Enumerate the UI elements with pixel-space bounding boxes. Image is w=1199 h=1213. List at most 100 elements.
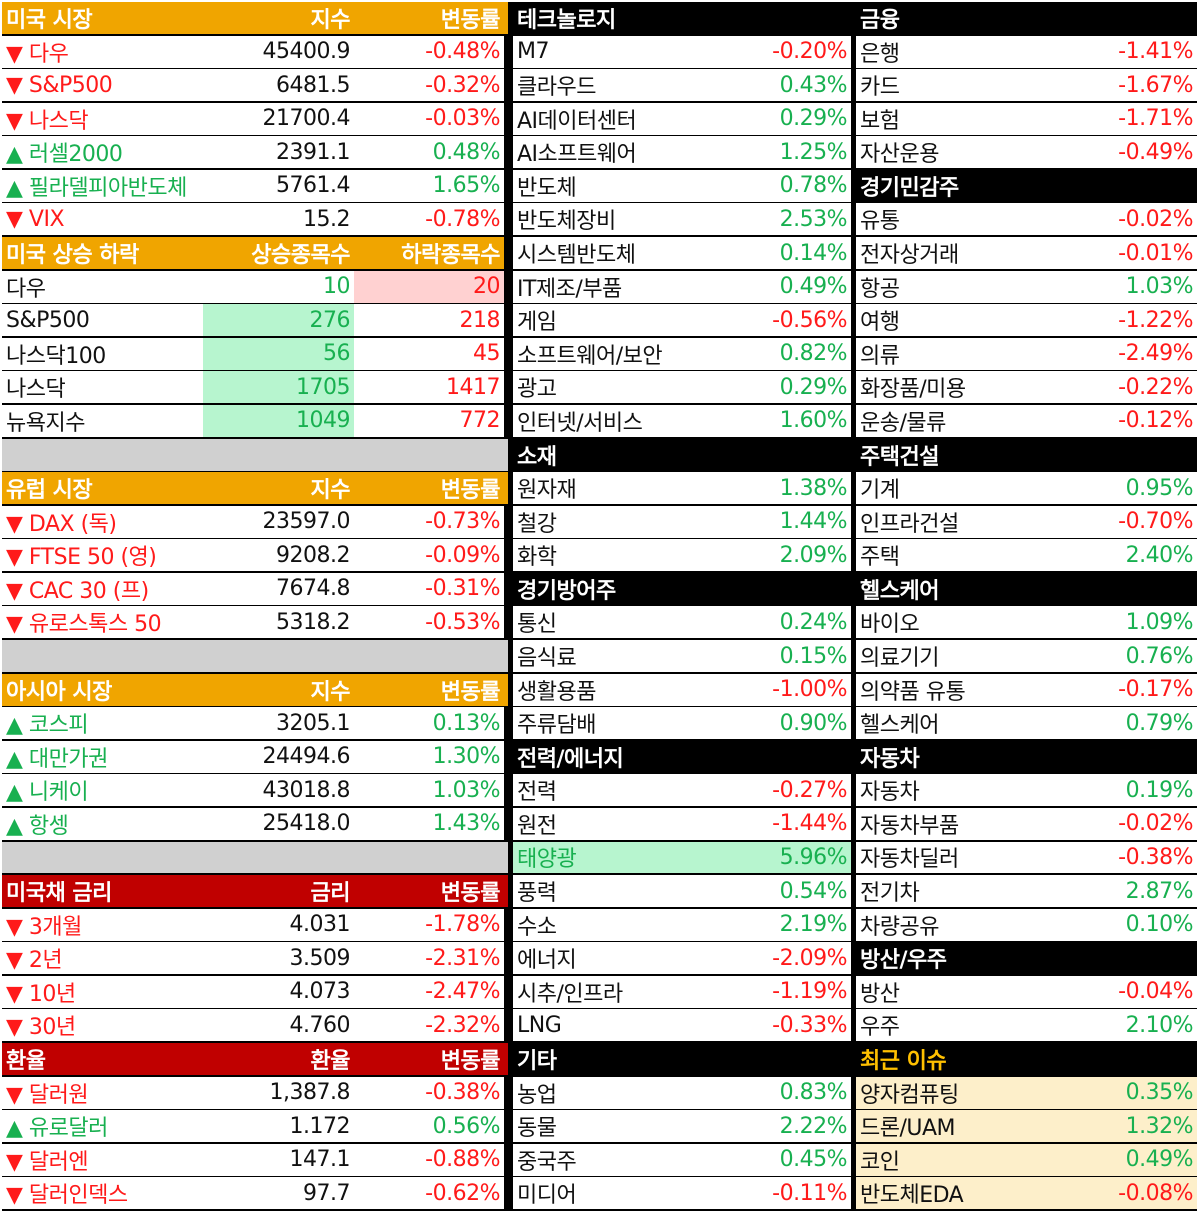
advancers: 56 xyxy=(203,337,354,370)
index-row: ▼ DAX (독) 23597.0 -0.73% xyxy=(2,505,508,538)
row-value: 5318.2 xyxy=(203,606,354,639)
row-label: ▲ 러셀2000 xyxy=(2,136,203,169)
row-value: 9208.2 xyxy=(203,539,354,572)
sector-title: 기타 xyxy=(513,1042,851,1075)
sector-name: 통신 xyxy=(513,606,713,639)
sector-name: 운송/물류 xyxy=(856,404,1056,437)
row-label: ▼ 달러엔 xyxy=(2,1143,203,1176)
sector-change: -0.22% xyxy=(1056,371,1197,404)
fx-row: ▼ 달러원 1,387.8 -0.38% xyxy=(2,1076,508,1109)
sector-name: 동물 xyxy=(513,1110,713,1143)
sector-change: 0.19% xyxy=(1056,774,1197,807)
sector-change: 0.35% xyxy=(1056,1076,1197,1109)
sector-row: 헬스케어 0.79% xyxy=(856,707,1197,740)
sector-name: 수소 xyxy=(513,908,713,941)
sector-row: 자동차딜러 -0.38% xyxy=(856,841,1197,874)
sector-name: 시스템반도체 xyxy=(513,237,713,270)
sector-name: IT제조/부품 xyxy=(513,270,713,303)
sector-row: 동물 2.22% xyxy=(513,1110,851,1143)
row-change: -0.53% xyxy=(354,606,504,639)
sector-name: 방산 xyxy=(856,975,1056,1008)
sector-name: 반도체장비 xyxy=(513,203,713,236)
sector-row: 바이오 1.09% xyxy=(856,606,1197,639)
sector-row: 시추/인프라 -1.19% xyxy=(513,975,851,1008)
sector-change: 0.24% xyxy=(713,606,851,639)
sector-row: 게임 -0.56% xyxy=(513,304,851,337)
sector-row: 반도체장비 2.53% xyxy=(513,203,851,236)
sector-row: 기계 0.95% xyxy=(856,472,1197,505)
sector-name: 양자컴퓨팅 xyxy=(856,1076,1056,1109)
sector-row: 반도체 0.78% xyxy=(513,169,851,202)
breadth-row: 나스닥100 56 45 xyxy=(2,337,508,370)
sector-change: -0.01% xyxy=(1056,237,1197,270)
sector-name: 음식료 xyxy=(513,640,713,672)
sector-change: 0.14% xyxy=(713,237,851,270)
decliners: 772 xyxy=(354,404,504,437)
sector-change: 1.09% xyxy=(1056,606,1197,639)
asia_market-header-cell: 아시아 시장 xyxy=(2,673,203,706)
sector-row: 화장품/미용 -0.22% xyxy=(856,371,1197,404)
sector-change: 0.54% xyxy=(713,875,851,908)
row-label: ▼ 2년 xyxy=(2,942,203,975)
row-label: ▼ FTSE 50 (영) xyxy=(2,539,203,572)
sector-change: 1.25% xyxy=(713,136,851,169)
sector-row: 주류담배 0.90% xyxy=(513,707,851,740)
row-change: -0.31% xyxy=(354,572,504,605)
row-label: 나스닥 xyxy=(2,371,203,404)
sector-row: M7 -0.20% xyxy=(513,35,851,68)
sector-change: -1.67% xyxy=(1056,69,1197,102)
sector-name: 은행 xyxy=(856,35,1056,68)
sector-name: 의약품 유통 xyxy=(856,673,1056,706)
decliners: 45 xyxy=(354,337,504,370)
sector-header: 경기방어주 xyxy=(513,572,851,605)
row-value: 4.073 xyxy=(203,975,354,1008)
sector-row: 태양광 5.96% xyxy=(513,841,851,874)
sector-change: 0.76% xyxy=(1056,640,1197,672)
sector-header: 자동차 xyxy=(856,740,1197,773)
row-change: 1.30% xyxy=(354,740,504,773)
sector-name: 화학 xyxy=(513,539,713,572)
sector-row: 수소 2.19% xyxy=(513,908,851,941)
sector-title: 헬스케어 xyxy=(856,572,1197,605)
index-row: ▲ 니케이 43018.8 1.03% xyxy=(2,774,508,807)
sector-name: 드론/UAM xyxy=(856,1110,1056,1143)
row-change: 1.03% xyxy=(354,774,504,807)
sector-row: 보험 -1.71% xyxy=(856,102,1197,135)
sector-change: -0.38% xyxy=(1056,841,1197,874)
sector-change: -2.09% xyxy=(713,942,851,975)
row-label: ▼ 달러원 xyxy=(2,1076,203,1109)
row-value: 23597.0 xyxy=(203,505,354,538)
sector-change: -1.22% xyxy=(1056,304,1197,337)
bond-row: ▼ 3개월 4.031 -1.78% xyxy=(2,908,508,941)
sector-change: 0.79% xyxy=(1056,707,1197,740)
sector-change: 1.60% xyxy=(713,404,851,437)
sector-title: 테크놀로지 xyxy=(513,2,851,34)
sector-row: 의약품 유통 -0.17% xyxy=(856,673,1197,706)
sector-name: 에너지 xyxy=(513,942,713,975)
sector-change: 0.49% xyxy=(713,270,851,303)
bond-row: ▼ 10년 4.073 -2.47% xyxy=(2,975,508,1008)
sector-row: 인터넷/서비스 1.60% xyxy=(513,404,851,437)
sector-name: 태양광 xyxy=(513,841,713,874)
row-change: -2.31% xyxy=(354,942,504,975)
sector-name: M7 xyxy=(513,35,713,68)
index-row: ▼ FTSE 50 (영) 9208.2 -0.09% xyxy=(2,539,508,572)
sector-name: 자산운용 xyxy=(856,136,1056,169)
sector-header: 경기민감주 xyxy=(856,169,1197,202)
sector-title: 주택건설 xyxy=(856,438,1197,471)
row-label: ▼ S&P500 xyxy=(2,69,203,102)
us_market-header-cell: 지수 xyxy=(203,2,354,34)
us_bonds-header-cell: 변동률 xyxy=(354,875,504,908)
sector-name: 의료기기 xyxy=(856,640,1056,672)
sector-row: AI데이터센터 0.29% xyxy=(513,102,851,135)
row-label: ▼ 나스닥 xyxy=(2,102,203,135)
row-label: ▲ 필라델피아반도체 xyxy=(2,169,203,202)
sector-change: 0.49% xyxy=(1056,1143,1197,1176)
advancers: 276 xyxy=(203,304,354,337)
sector-name: 자동차 xyxy=(856,774,1056,807)
sector-row: 풍력 0.54% xyxy=(513,875,851,908)
sector-change: -0.12% xyxy=(1056,404,1197,437)
sector-row: 시스템반도체 0.14% xyxy=(513,237,851,270)
europe_market-header-cell: 지수 xyxy=(203,472,354,505)
